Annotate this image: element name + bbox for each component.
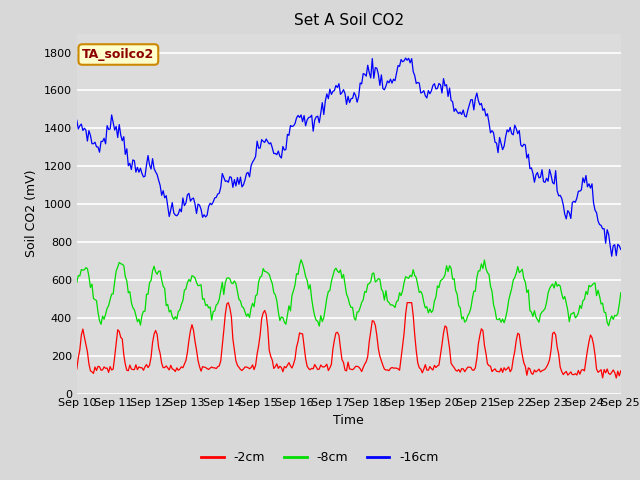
- -2cm: [255, 343, 262, 348]
- -2cm: [312, 364, 320, 370]
- -16cm: [262, 136, 270, 142]
- -8cm: [262, 269, 270, 275]
- Title: Set A Soil CO2: Set A Soil CO2: [294, 13, 404, 28]
- -2cm: [237, 367, 244, 372]
- Legend: -2cm, -8cm, -16cm: -2cm, -8cm, -16cm: [196, 446, 444, 469]
- X-axis label: Time: Time: [333, 414, 364, 427]
- -8cm: [589, 280, 597, 286]
- -8cm: [73, 279, 81, 285]
- -2cm: [612, 375, 620, 381]
- -16cm: [588, 181, 596, 187]
- -2cm: [617, 368, 625, 374]
- -2cm: [264, 324, 271, 330]
- -8cm: [316, 323, 323, 329]
- -16cm: [253, 138, 261, 144]
- -2cm: [225, 300, 232, 306]
- -16cm: [402, 55, 410, 61]
- -16cm: [608, 253, 616, 259]
- -8cm: [312, 317, 320, 323]
- Y-axis label: Soil CO2 (mV): Soil CO2 (mV): [25, 170, 38, 257]
- -16cm: [140, 174, 147, 180]
- -8cm: [253, 292, 261, 298]
- Line: -8cm: -8cm: [77, 260, 621, 326]
- Line: -16cm: -16cm: [77, 58, 621, 256]
- -16cm: [235, 181, 243, 187]
- -2cm: [73, 366, 81, 372]
- Line: -2cm: -2cm: [77, 303, 621, 378]
- -16cm: [73, 117, 81, 123]
- -8cm: [235, 297, 243, 302]
- -16cm: [311, 117, 319, 123]
- -8cm: [140, 309, 147, 314]
- Text: TA_soilco2: TA_soilco2: [82, 48, 154, 61]
- -8cm: [297, 257, 305, 263]
- -2cm: [588, 335, 596, 340]
- -2cm: [140, 367, 147, 373]
- -16cm: [617, 247, 625, 252]
- -8cm: [617, 290, 625, 296]
